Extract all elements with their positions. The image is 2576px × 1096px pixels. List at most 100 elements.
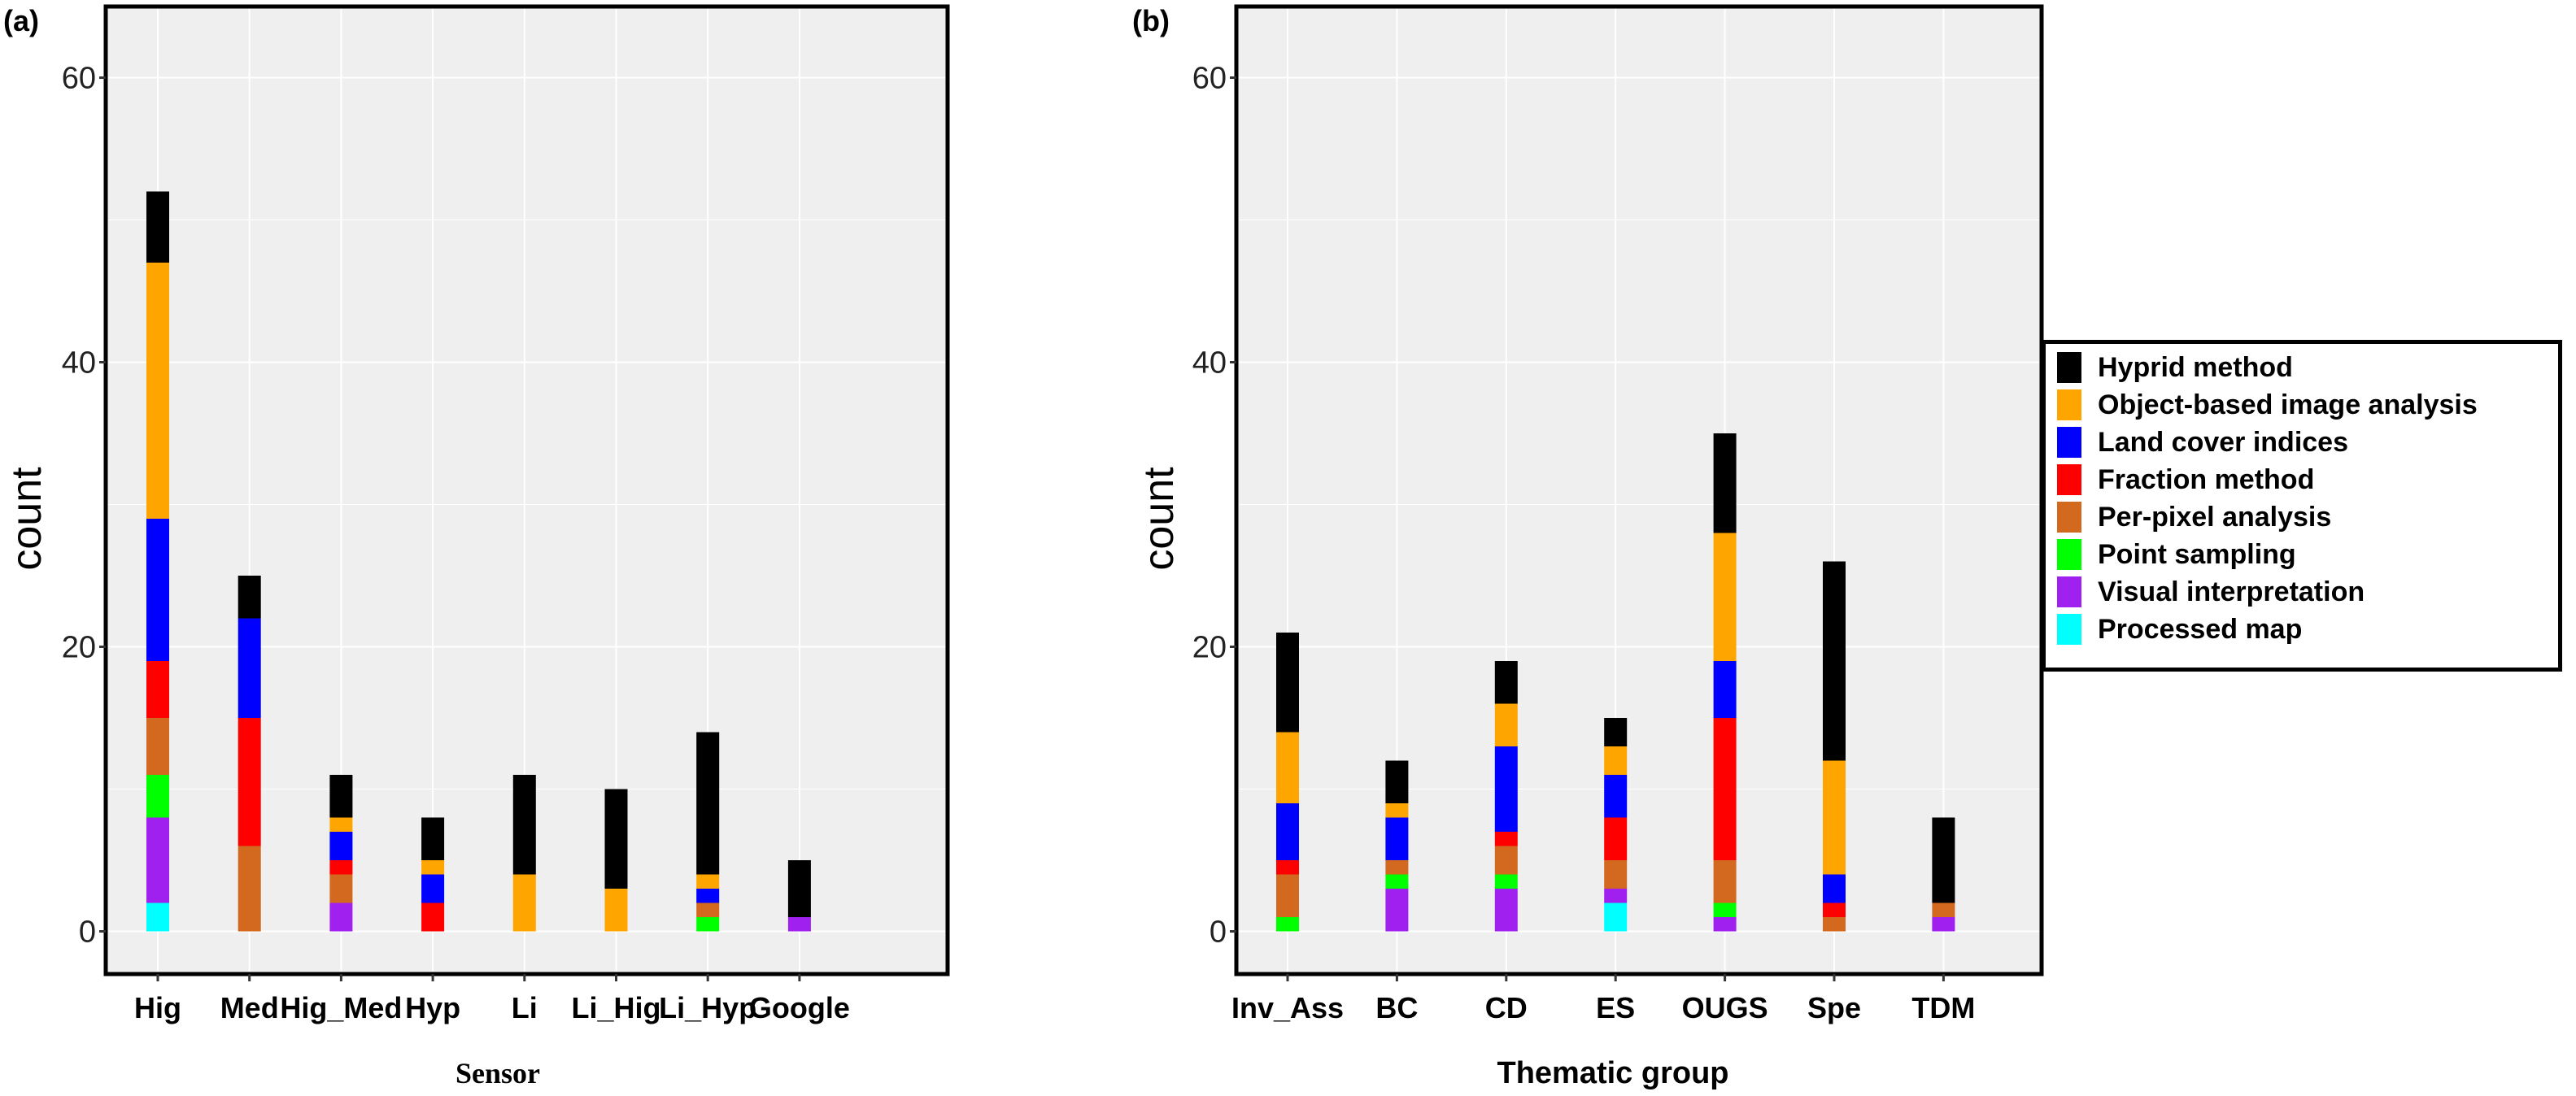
bar-segment — [696, 732, 720, 875]
bar-segment — [1276, 633, 1299, 733]
bar-segment — [1276, 860, 1299, 875]
legend-item-visual-interpretation: Visual interpretation — [2046, 573, 2558, 611]
y-tick-label: 20 — [1192, 631, 1227, 665]
x-tick-label: Hig — [134, 991, 181, 1024]
bar-segment — [329, 874, 353, 903]
bar-segment — [146, 718, 169, 775]
bar-segment — [696, 902, 720, 917]
x-tick-label: OUGS — [1682, 991, 1768, 1024]
panel-b-x-ticks: Inv_Ass BC CD ES OUGS Spe TDM — [1231, 974, 1975, 1024]
legend-label: Hyprid method — [2098, 351, 2293, 383]
bar-segment — [1494, 846, 1518, 875]
bar-segment — [1385, 803, 1409, 818]
bar-segment — [146, 263, 169, 519]
panel-b-label: (b) — [1132, 4, 1170, 37]
legend-item-object-based-image-analysis: Object-based image analysis — [2046, 386, 2558, 424]
bar-segment — [787, 860, 811, 917]
bar-segment — [146, 775, 169, 818]
legend-swatch — [2057, 352, 2081, 383]
bar-segment — [512, 775, 536, 875]
legend-item-point-sampling: Point sampling — [2046, 536, 2558, 573]
x-tick-label: Hyp — [405, 991, 460, 1024]
y-tick-label: 40 — [62, 346, 96, 381]
bar-segment — [1604, 746, 1628, 775]
bar-segment — [1713, 902, 1737, 917]
bar-segment — [1276, 732, 1299, 803]
bar-segment — [1823, 760, 1846, 875]
panel-b-y-ticks: 0 20 40 60 — [1192, 62, 1236, 950]
bar-segment — [1604, 860, 1628, 889]
bar-segment — [1604, 902, 1628, 932]
bar-segment — [329, 860, 353, 875]
bar-segment — [1713, 917, 1737, 932]
bar-segment — [1713, 433, 1737, 533]
x-tick-label: ES — [1596, 991, 1635, 1024]
bar-segment — [238, 618, 261, 718]
bar-segment — [1494, 661, 1518, 704]
legend-swatch — [2057, 502, 2081, 533]
x-tick-label: Med — [220, 991, 279, 1024]
legend-label: Land cover indices — [2098, 426, 2348, 458]
bar-segment — [1494, 832, 1518, 846]
y-tick-label: 20 — [62, 631, 96, 665]
y-tick-label: 60 — [62, 62, 96, 96]
bar-segment — [421, 902, 445, 932]
panel-a-y-ticks: 0 20 40 60 — [62, 62, 106, 950]
bar-segment — [604, 789, 628, 889]
bar-segment — [421, 817, 445, 860]
legend-label: Visual interpretation — [2098, 576, 2365, 607]
bar-segment — [146, 519, 169, 661]
bar-segment — [1932, 817, 1955, 903]
bar-segment — [1385, 874, 1409, 889]
bar-segment — [1604, 775, 1628, 818]
bar-segment — [1494, 889, 1518, 932]
legend-label: Fraction method — [2098, 463, 2315, 495]
bar-segment — [329, 775, 353, 818]
x-tick-label: Li — [512, 991, 538, 1024]
bar-segment — [1823, 874, 1846, 903]
legend-item-fraction-method: Fraction method — [2046, 461, 2558, 498]
bar-segment — [696, 874, 720, 889]
bar-segment — [696, 917, 720, 932]
y-tick-label: 60 — [1192, 62, 1227, 96]
bar-segment — [146, 817, 169, 903]
x-tick-label: Google — [749, 991, 850, 1024]
legend: Hyprid method Object-based image analysi… — [2042, 340, 2562, 672]
x-tick-label: Spe — [1807, 991, 1861, 1024]
bar-segment — [146, 902, 169, 932]
bar-segment — [1823, 917, 1846, 932]
bar-segment — [1494, 746, 1518, 832]
legend-item-land-cover-indices: Land cover indices — [2046, 424, 2558, 461]
bar-segment — [1385, 760, 1409, 803]
bar-segment — [787, 917, 811, 932]
bar-segment — [1823, 561, 1846, 761]
panel-a-label: (a) — [3, 4, 39, 37]
y-tick-label: 0 — [79, 916, 96, 950]
bar-segment — [1932, 917, 1955, 932]
legend-swatch — [2057, 464, 2081, 495]
x-tick-label: CD — [1485, 991, 1528, 1024]
legend-swatch — [2057, 576, 2081, 607]
bar-segment — [1604, 889, 1628, 903]
bar-segment — [421, 874, 445, 903]
bar-segment — [146, 661, 169, 718]
panel-b-x-axis-title: Thematic group — [1497, 1056, 1728, 1090]
panel-a-y-axis-title: count — [3, 467, 50, 571]
bar-segment — [238, 576, 261, 619]
panel-a-x-axis-title: Sensor — [455, 1057, 540, 1089]
legend-item-per-pixel-analysis: Per-pixel analysis — [2046, 498, 2558, 536]
x-tick-label: Inv_Ass — [1231, 991, 1344, 1024]
legend-swatch — [2057, 539, 2081, 570]
y-tick-label: 40 — [1192, 346, 1227, 381]
x-tick-label: BC — [1375, 991, 1418, 1024]
bar-segment — [604, 889, 628, 932]
bar-segment — [696, 889, 720, 903]
legend-swatch — [2057, 389, 2081, 420]
bar-segment — [1713, 860, 1737, 903]
legend-label: Processed map — [2098, 613, 2303, 645]
bar-segment — [512, 874, 536, 932]
legend-label: Object-based image analysis — [2098, 389, 2478, 420]
panel-b-bars — [1276, 433, 1955, 932]
